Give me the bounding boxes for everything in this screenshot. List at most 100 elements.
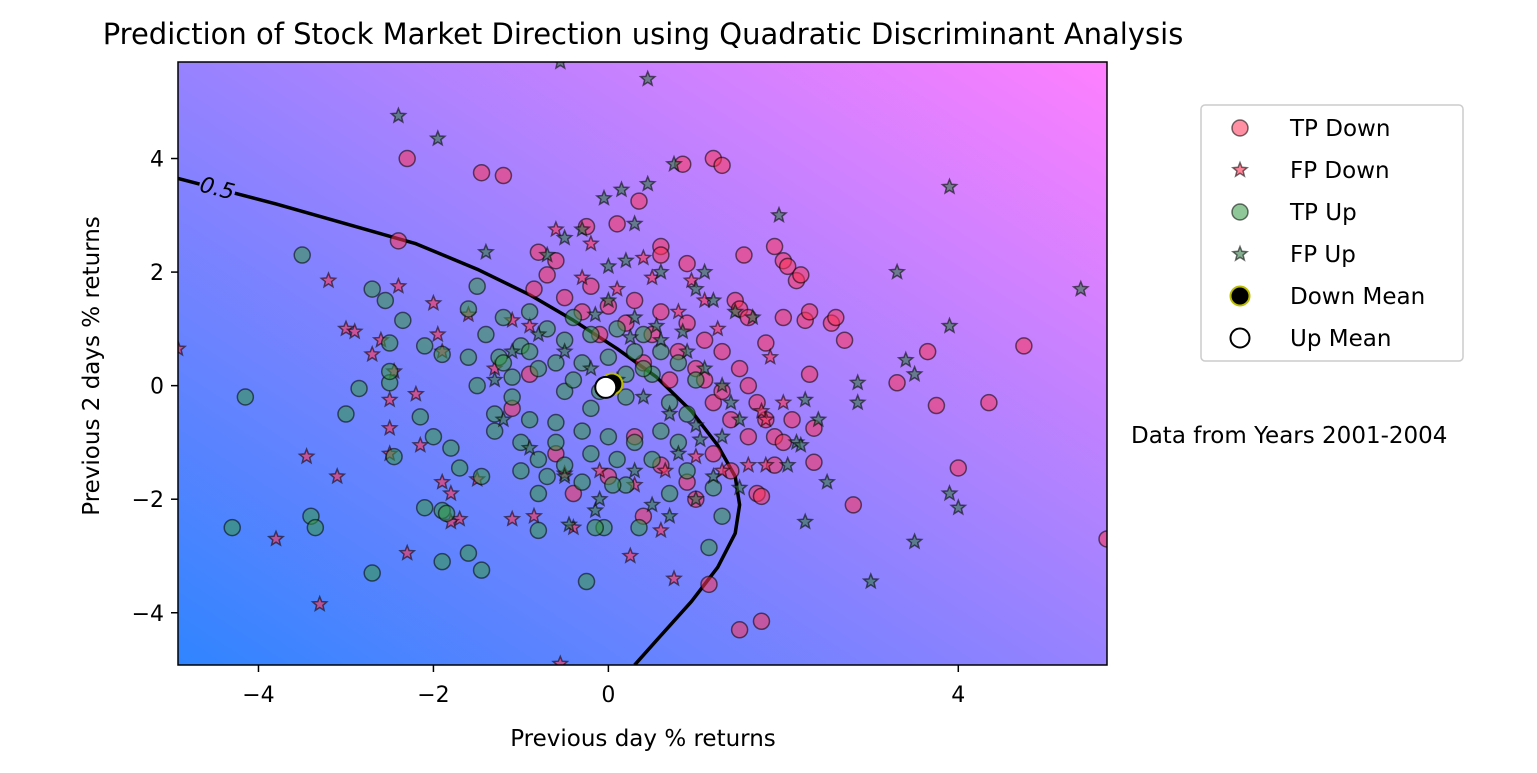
y-axis-ticks: −4 −2 0 2 4 (132, 148, 178, 627)
point-tp-down (827, 308, 845, 327)
point-tp-up (529, 450, 548, 469)
point-tp-up (577, 572, 596, 591)
point-tp-up (415, 498, 434, 517)
point-tp-down (1098, 530, 1107, 548)
point-tp-up (529, 484, 548, 503)
point-tp-down (927, 396, 946, 415)
legend: TP Down FP Down TP Up FP Up Down Mean Up Mean (1200, 104, 1464, 362)
point-tp-down (735, 246, 753, 264)
legend-box (1200, 104, 1464, 362)
point-fp-down (424, 293, 443, 312)
point-tp-up (503, 368, 521, 386)
point-tp-down (389, 232, 408, 250)
point-tp-up (625, 433, 644, 452)
point-tp-down (704, 445, 723, 463)
point-tp-up (630, 518, 648, 537)
point-fp-up (573, 220, 592, 238)
point-fp-up (848, 393, 867, 411)
point-fp-down (345, 322, 364, 340)
point-fp-down (739, 455, 758, 473)
point-fp-up (861, 571, 880, 590)
point-tp-up (564, 308, 583, 327)
point-tp-up (380, 362, 399, 381)
legend-marker-tp-down (1231, 119, 1249, 137)
point-tp-down (472, 163, 491, 182)
point-fp-down (761, 347, 780, 365)
point-tp-down (630, 192, 648, 210)
point-tp-down (704, 393, 723, 412)
point-fp-up (612, 180, 631, 198)
point-fp-up (695, 359, 714, 377)
y-tick-label: −4 (132, 602, 164, 627)
point-tp-up (424, 427, 443, 446)
point-fp-up (778, 455, 797, 473)
point-fp-up (555, 467, 574, 485)
point-tp-up (477, 325, 495, 344)
point-tp-down (980, 393, 998, 412)
point-fp-down (774, 393, 793, 411)
point-fp-down (336, 319, 356, 337)
point-fp-down (621, 546, 640, 564)
point-fp-up (555, 342, 574, 360)
point-fp-down (524, 506, 544, 524)
point-tp-down (555, 288, 574, 307)
point-fp-up (647, 316, 666, 334)
point-fp-up (743, 308, 762, 326)
legend-marker-up-mean (1229, 327, 1251, 349)
scatter-points-layer (178, 62, 1107, 665)
point-fp-up (660, 506, 679, 524)
point-tp-up (411, 408, 430, 426)
point-tp-down (778, 257, 797, 276)
point-fp-up (673, 322, 692, 340)
point-tp-down (835, 331, 854, 349)
point-fp-up (538, 245, 557, 263)
point-fp-down (428, 324, 447, 343)
point-fp-up (586, 305, 605, 323)
point-tp-down (739, 376, 758, 395)
y-tick-label: 2 (150, 261, 164, 286)
point-fp-up (586, 501, 605, 519)
point-tp-down (805, 453, 823, 472)
point-tp-up (700, 538, 718, 557)
point-tp-up (687, 371, 705, 389)
point-fp-up (809, 410, 828, 428)
point-fp-down (608, 279, 627, 297)
point-tp-up (582, 399, 600, 418)
point-fp-down (708, 319, 727, 337)
point-fp-down (266, 529, 286, 547)
point-fp-up (638, 174, 657, 192)
point-fp-up (529, 324, 548, 343)
point-tp-up (573, 422, 591, 440)
point-fp-up (769, 205, 789, 224)
point-tp-down (652, 303, 670, 321)
point-fp-down (178, 339, 188, 357)
point-fp-up (660, 404, 679, 422)
point-tp-up (433, 345, 451, 364)
point-fp-down (398, 543, 417, 561)
point-fp-down (411, 435, 430, 453)
point-tp-down (800, 365, 819, 384)
point-fp-up (651, 262, 670, 280)
point-fp-down (380, 390, 399, 408)
point-fp-up (389, 106, 408, 124)
point-fp-up (1071, 279, 1090, 297)
point-fp-up (503, 342, 522, 360)
point-tp-up (459, 544, 478, 562)
point-fp-down (669, 302, 688, 320)
point-tp-down (678, 254, 696, 273)
point-tp-down (538, 266, 556, 284)
point-tp-up (652, 342, 670, 361)
point-fp-up (590, 489, 609, 507)
chart-title: Prediction of Stock Market Direction usi… (103, 17, 1184, 51)
point-tp-up (394, 311, 412, 330)
point-fp-up (695, 262, 714, 280)
point-fp-up (599, 256, 618, 275)
point-fp-down (433, 472, 452, 490)
point-fp-down (520, 316, 539, 334)
point-tp-up (485, 422, 504, 440)
point-fp-up (686, 489, 705, 507)
point-fp-up (625, 461, 644, 479)
point-tp-up (713, 507, 731, 525)
point-fp-down (297, 447, 316, 465)
